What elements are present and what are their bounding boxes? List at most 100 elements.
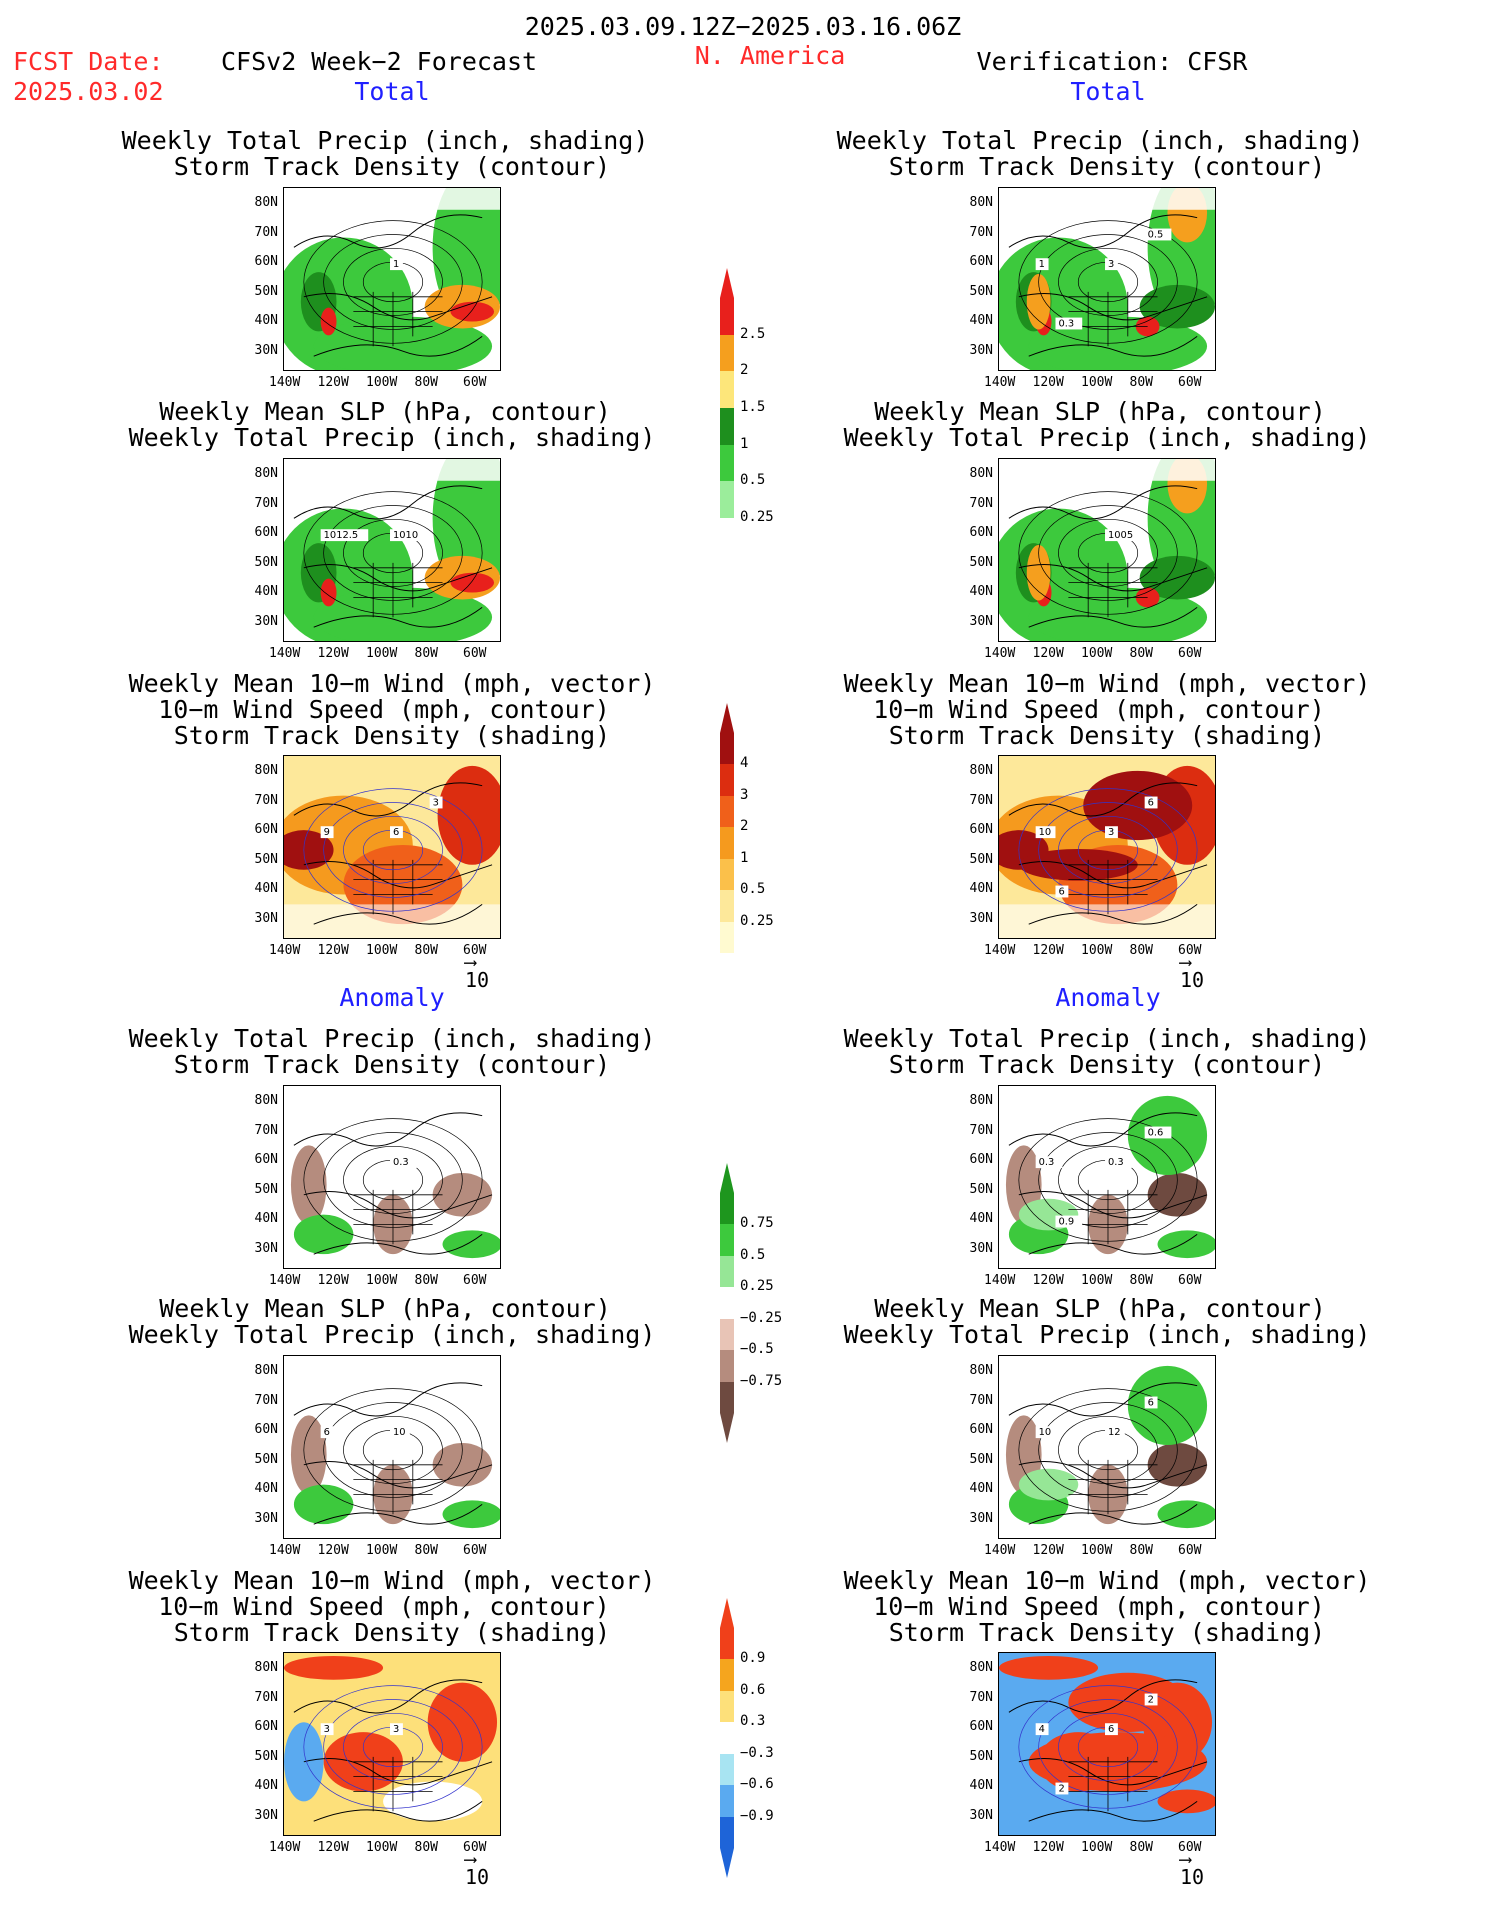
coastline xyxy=(1008,485,1208,628)
contour-line xyxy=(1058,1712,1158,1781)
lon-label: 100W xyxy=(366,1840,398,1855)
lat-label: 30N xyxy=(969,613,993,629)
label-box xyxy=(1144,1396,1158,1409)
contour-line xyxy=(1018,491,1198,615)
label-text: 3 xyxy=(433,797,439,808)
lat-label: 50N xyxy=(969,554,993,570)
label-text: 0.5 xyxy=(1148,229,1164,240)
title-f1-line1: Weekly Total Precip (inch, shading) xyxy=(121,126,649,155)
lat-label: 80N xyxy=(254,1363,278,1378)
colorbar-segment xyxy=(720,764,734,796)
lon-label: 60W xyxy=(463,1840,487,1855)
lon-label: 60W xyxy=(463,1273,487,1288)
lat-label: 40N xyxy=(969,1211,993,1226)
colorbar-label: 0.3 xyxy=(740,1713,766,1730)
lon-label: 80W xyxy=(1129,943,1153,958)
fcst-date-label: FCST Date: xyxy=(13,47,164,76)
map-canvas: 6 4 2 2 xyxy=(999,1653,1215,1835)
contour-line xyxy=(323,505,463,601)
lon-label: 140W xyxy=(984,1543,1016,1558)
state-boundaries xyxy=(353,1756,443,1812)
title-o1-line1: Weekly Total Precip (inch, shading) xyxy=(836,126,1364,155)
title-o2-line2: Weekly Total Precip (inch, shading) xyxy=(843,423,1371,452)
contour-line xyxy=(1038,1402,1178,1498)
section-anomaly-right: Anomaly xyxy=(1055,983,1161,1012)
lon-label: 80W xyxy=(1129,1543,1153,1558)
contour-label: 12 xyxy=(1105,1426,1125,1438)
map-panel-f2: 1010 1012.5 xyxy=(283,458,501,642)
coastline xyxy=(1008,1382,1208,1525)
lon-label: 100W xyxy=(366,1543,398,1558)
lat-label: 40N xyxy=(254,584,278,599)
label-box xyxy=(1144,796,1158,809)
lat-label: 80N xyxy=(254,466,278,481)
lon-label: 60W xyxy=(1178,943,1202,958)
title-o6-line2: 10−m Wind Speed (mph, contour) xyxy=(873,1592,1325,1621)
lat-label: 30N xyxy=(254,910,278,926)
lon-label: 140W xyxy=(269,375,301,390)
colorbar-segment xyxy=(720,827,734,859)
lat-label: 70N xyxy=(969,224,993,240)
lat-label: 70N xyxy=(254,224,278,240)
positive-anomaly xyxy=(1157,1789,1215,1814)
model-title: CFSv2 Week−2 Forecast xyxy=(221,47,538,76)
title-f4-line1: Weekly Total Precip (inch, shading) xyxy=(128,1024,656,1053)
title-o5-line2: Weekly Total Precip (inch, shading) xyxy=(843,1320,1371,1349)
map-canvas: 10 6 xyxy=(284,1356,500,1538)
lon-label: 80W xyxy=(1129,646,1153,661)
label-box xyxy=(1105,529,1139,542)
contour-line xyxy=(1038,505,1178,601)
contour-label: 0.3 xyxy=(1055,317,1083,329)
colorbar-segment xyxy=(720,890,734,922)
label-box xyxy=(1055,1782,1069,1795)
contour-label: 9 xyxy=(320,826,334,838)
contour-label: 6 xyxy=(320,1426,334,1438)
dry-anomaly xyxy=(290,1415,327,1495)
lat-label: 40N xyxy=(254,1778,278,1793)
wet-anomaly xyxy=(293,1214,354,1255)
coastline xyxy=(1008,782,1208,925)
label-box xyxy=(1035,1156,1063,1169)
map-canvas: 33 xyxy=(284,1653,500,1835)
colorbar-segment xyxy=(720,795,734,828)
coastline xyxy=(1008,1679,1208,1822)
contour-line xyxy=(343,815,443,884)
lat-label: 50N xyxy=(254,851,278,867)
map-panel-f4: 0.3 xyxy=(283,1085,501,1269)
state-boundaries xyxy=(1068,1189,1158,1245)
label-text: 12 xyxy=(1108,1427,1121,1438)
colorbar-label: 0.6 xyxy=(740,1681,766,1698)
lat-label: 30N xyxy=(254,1240,278,1256)
dry-anomaly xyxy=(432,1173,493,1217)
vector-reference-f3: ⟶ 10 xyxy=(465,952,490,993)
lon-label: 60W xyxy=(463,646,487,661)
label-box xyxy=(320,529,369,542)
colorbar-segment xyxy=(720,1690,734,1723)
map-canvas: 12 10 6 xyxy=(999,1356,1215,1538)
colorbar-segment xyxy=(720,408,734,445)
colorbar-precip-anomaly: 0.75 0.5 0.25 −0.25 −0.5 −0.75 xyxy=(720,1163,920,1443)
map-canvas: 1005 xyxy=(999,459,1215,641)
lat-label: 40N xyxy=(969,313,993,328)
label-text: 9 xyxy=(324,827,330,838)
colorbar-precip-total: 2.5 2 1.5 1 0.5 0.25 xyxy=(720,268,920,548)
lon-label: 100W xyxy=(1081,1840,1113,1855)
contour-line xyxy=(1018,788,1198,912)
contour-line xyxy=(343,247,443,316)
colorbar-segment xyxy=(720,1193,734,1225)
colorbar-storm-total: 4 3 2 1 0.5 0.25 xyxy=(720,703,920,983)
label-box xyxy=(1105,1723,1118,1736)
contour-line xyxy=(303,1118,483,1242)
title-f1-line2: Storm Track Density (contour) xyxy=(173,152,611,181)
lon-label: 80W xyxy=(1129,1273,1153,1288)
coastline xyxy=(293,1112,493,1255)
colorbar-segment xyxy=(720,1224,734,1256)
colorbar-segment xyxy=(720,733,734,765)
lat-label: 40N xyxy=(969,584,993,599)
lat-label: 30N xyxy=(254,1510,278,1526)
colorbar-top-tip xyxy=(720,703,734,733)
contour-label: 1010 xyxy=(390,529,424,541)
lat-label: 80N xyxy=(969,195,993,210)
lon-label: 80W xyxy=(414,375,438,390)
title-o4-line2: Storm Track Density (contour) xyxy=(888,1050,1326,1079)
